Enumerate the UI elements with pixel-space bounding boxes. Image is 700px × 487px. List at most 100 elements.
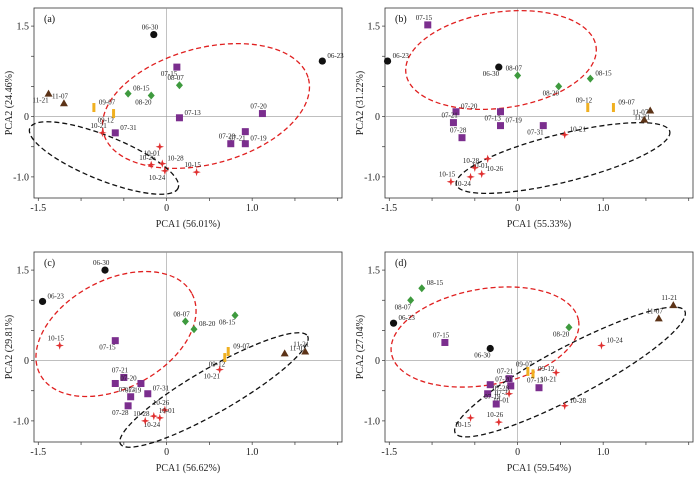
point-label: 10-21 xyxy=(90,122,107,130)
point-label: 06-23 xyxy=(327,52,344,60)
y-axis-label: PCA2 (31.22%) xyxy=(355,71,366,135)
point-label: 10-24 xyxy=(144,421,161,429)
panel-b: -1.5 0 1.0 -1.0 0 1.5 PCA1 (55.33%) PCA2 (31.22… xyxy=(355,7,694,230)
point-label: 07-21 xyxy=(441,112,458,120)
x-tick-label: -1.5 xyxy=(381,447,397,458)
plot-frame xyxy=(33,7,343,199)
plot-frame xyxy=(384,251,694,443)
x-axis-label: PCA1 (59.54%) xyxy=(507,463,571,474)
point-label: 06-23 xyxy=(399,314,416,322)
point-triangle xyxy=(301,347,310,355)
point-label: 06-30 xyxy=(142,24,159,32)
x-tick-label: 0 xyxy=(164,203,169,214)
point-label: 10-21 xyxy=(540,376,557,384)
point-label: 07-19 xyxy=(250,135,267,143)
point-square xyxy=(497,108,504,116)
point-square xyxy=(127,393,135,401)
x-tick-label: 0 xyxy=(515,203,520,214)
point-square xyxy=(441,338,449,346)
point-circle xyxy=(389,319,398,327)
point-label: 07-13 xyxy=(485,115,502,123)
x-axis-label: PCA1 (55.33%) xyxy=(507,219,571,230)
point-square xyxy=(492,400,500,408)
cluster-ellipse-red xyxy=(405,9,597,111)
y-axis-label: PCA2 (24.46%) xyxy=(4,71,15,135)
point-label: 07-15 xyxy=(99,344,116,352)
panel-d: -1.5 0 1.0 -1.0 0 1.5 PCA1 (59.54%) PCA2 (27.04… xyxy=(355,251,694,474)
y-axis-label: PCA2 (27.04%) xyxy=(355,315,366,379)
point-label: 07-19 xyxy=(506,117,523,125)
point-square xyxy=(507,382,515,390)
point-label: 07-28 xyxy=(450,127,467,135)
point-label: 09-12 xyxy=(538,365,555,373)
x-tick-label: 1.0 xyxy=(597,447,610,458)
y-tick-label: -1.0 xyxy=(364,172,380,183)
point-label: 07-28 xyxy=(219,133,236,141)
point-label: 06-30 xyxy=(93,259,110,267)
point-label: 07-15 xyxy=(416,14,433,22)
cluster-ellipse-black xyxy=(453,306,687,438)
x-axis-label: PCA1 (56.01%) xyxy=(156,219,220,230)
point-square xyxy=(539,122,547,130)
point-label: 08-20 xyxy=(553,330,570,338)
point-label: 07-20 xyxy=(120,374,137,382)
point-star xyxy=(560,130,569,139)
point-square xyxy=(137,379,145,387)
point-label: 07-20 xyxy=(461,103,478,111)
point-label: 08-15 xyxy=(595,70,612,78)
point-diamond xyxy=(231,311,239,320)
panel-label: (b) xyxy=(395,14,407,25)
cluster-ellipse-black xyxy=(455,121,671,195)
point-square xyxy=(452,108,460,116)
point-diamond xyxy=(181,317,189,326)
point-label: 10-26 xyxy=(153,399,170,407)
point-label: 08-07 xyxy=(395,303,412,311)
point-diamond xyxy=(418,284,426,293)
y-tick-label: 0 xyxy=(375,112,380,123)
y-tick-label: 1.5 xyxy=(368,22,381,33)
point-star xyxy=(160,405,170,415)
point-bar xyxy=(526,366,530,376)
point-square xyxy=(241,128,249,136)
point-label: 11-07 xyxy=(290,344,307,352)
point-bar xyxy=(223,353,227,363)
point-label: 10-26 xyxy=(139,154,156,162)
x-tick-label: 0 xyxy=(164,447,169,458)
point-triangle xyxy=(669,301,678,309)
point-label: 10-21 xyxy=(204,373,221,381)
point-label: 07-28 xyxy=(493,385,510,393)
y-tick-label: 0 xyxy=(24,356,29,367)
point-diamond xyxy=(565,323,573,332)
point-label: 09-07 xyxy=(618,99,635,107)
point-label: 10-01 xyxy=(472,162,489,170)
point-star xyxy=(560,401,569,410)
point-square xyxy=(484,390,492,398)
point-label: 10-24 xyxy=(149,174,166,182)
point-star xyxy=(504,389,514,398)
point-star xyxy=(477,169,486,179)
point-star xyxy=(551,368,561,377)
point-diamond xyxy=(190,325,198,334)
point-label: 10-21 xyxy=(570,126,587,134)
point-star xyxy=(149,411,158,421)
point-label: 07-13 xyxy=(119,386,136,394)
panel-a: -1.5 0 1.0 -1.0 0 1.5 PCA1 (56.01%) PCA2 (24.46… xyxy=(4,7,344,230)
point-label: 10-28 xyxy=(167,155,184,163)
point-label: 10-15 xyxy=(48,334,65,342)
point-circle xyxy=(150,30,158,39)
point-star xyxy=(55,341,64,350)
point-label: 09-12 xyxy=(209,361,226,369)
point-label: 11-07 xyxy=(647,307,664,315)
point-triangle xyxy=(646,106,655,114)
point-label: 10-15 xyxy=(185,161,202,169)
cluster-ellipse-black xyxy=(119,332,309,448)
x-tick-label: -1.5 xyxy=(30,203,46,214)
point-square xyxy=(111,129,119,137)
point-star xyxy=(446,177,456,186)
point-triangle xyxy=(59,99,68,107)
y-tick-label: 1.5 xyxy=(368,266,381,277)
point-star xyxy=(160,166,170,176)
point-circle xyxy=(318,57,326,65)
point-label: 11-21 xyxy=(33,97,50,105)
point-square xyxy=(144,390,152,398)
